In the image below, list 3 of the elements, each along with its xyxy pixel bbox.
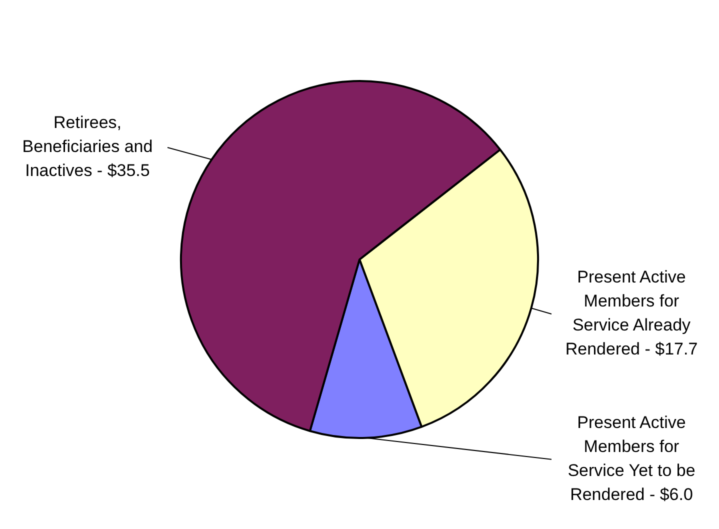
slice-label: Present Active Members for Service Yet to be Rendered - $6.0 xyxy=(568,413,696,504)
slice-label: Present Active Members for Service Already Rendered - $17.7 xyxy=(565,268,698,359)
slice-label: Retirees, Beneficiaries and Inactives - $35.5 xyxy=(22,113,153,180)
